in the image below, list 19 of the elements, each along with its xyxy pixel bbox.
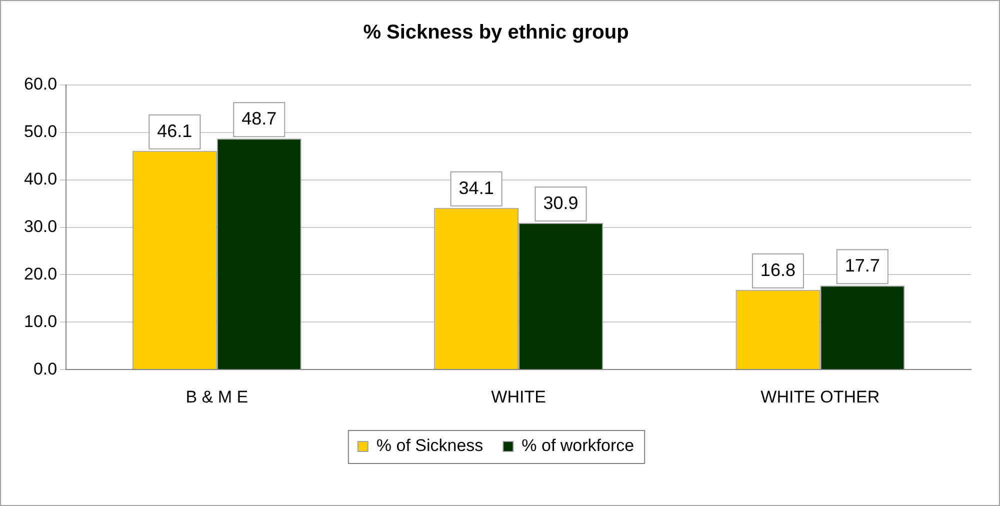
data-label: 30.9 xyxy=(543,193,578,213)
data-label: 48.7 xyxy=(242,108,277,129)
legend-label: % of workforce xyxy=(522,436,634,456)
data-label: 17.7 xyxy=(844,256,880,276)
y-tick-label: 0.0 xyxy=(33,359,58,378)
data-label: 46.1 xyxy=(157,120,192,141)
data-label: 16.8 xyxy=(760,260,796,280)
y-tick-label: 10.0 xyxy=(24,312,58,331)
y-tick-label: 20.0 xyxy=(24,264,58,284)
y-tick-label: 30.0 xyxy=(24,216,58,236)
data-label: 34.1 xyxy=(458,178,494,198)
y-tick-label: 60.0 xyxy=(24,74,58,94)
y-tick-label: 50.0 xyxy=(24,122,58,142)
x-tick-label: WHITE OTHER xyxy=(760,387,880,406)
x-tick-label: WHITE xyxy=(491,387,546,406)
x-tick-label: B & M E xyxy=(186,387,248,406)
y-tick-label: 40.0 xyxy=(24,170,58,189)
legend-label: % of Sickness xyxy=(376,436,484,456)
chart-title: % Sickness by ethnic group xyxy=(363,22,629,44)
